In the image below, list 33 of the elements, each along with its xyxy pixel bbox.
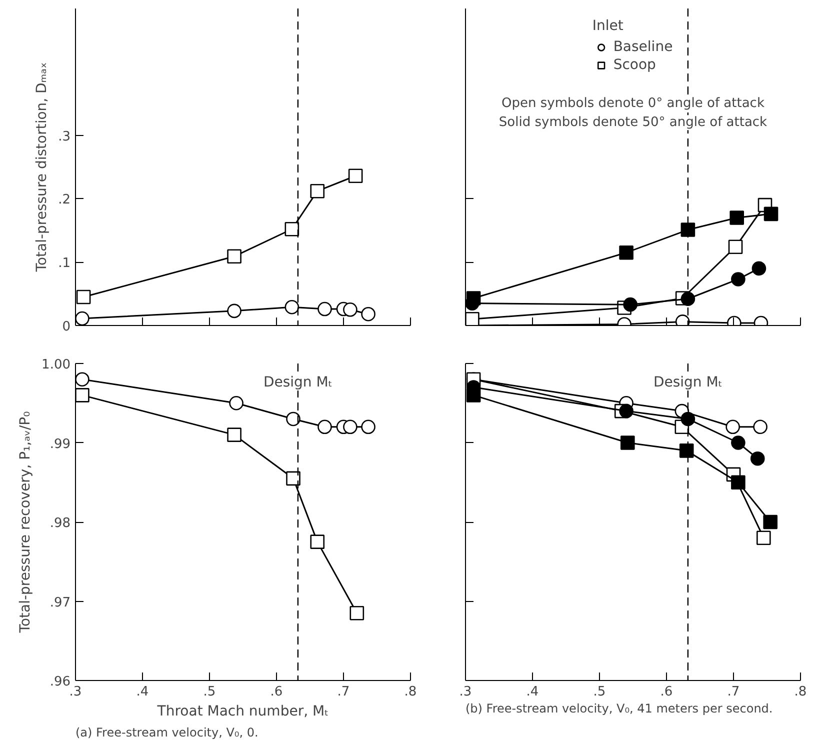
x-tick-label: .4 [526, 684, 539, 700]
y-tick-label: .2 [58, 192, 71, 208]
x-axis-title: Throat Mach number, Mₜ [156, 704, 329, 720]
y-axis-title: Total-pressure recovery, P₁,ₐᵥ/P₀ [18, 410, 34, 634]
x-tick-label: .8 [794, 684, 807, 700]
legend-label: Scoop [613, 57, 656, 73]
y-tick-label: .3 [58, 129, 71, 144]
x-tick-label: .6 [660, 684, 673, 700]
y-tick-label: .97 [50, 595, 71, 610]
x-tick-label: .3 [69, 684, 82, 700]
y-tick-label: .1 [58, 256, 71, 272]
y-tick-label: .96 [50, 674, 71, 690]
legend-title: Inlet [592, 18, 624, 34]
x-tick-label: .7 [727, 684, 740, 700]
text: (a) Free-stream velocity, V₀, 0. [76, 726, 258, 740]
y-axis-title: Total-pressure distortion, Dₘₐₓ [34, 62, 50, 273]
ref-line-label: Design Mₜ [263, 374, 332, 391]
y-tick-label: .98 [50, 516, 71, 531]
x-tick-label: .5 [203, 684, 216, 700]
x-tick-label: .4 [136, 684, 149, 700]
y-tick-label: 0 [62, 320, 71, 334]
ref-line-label: Design Mₜ [653, 374, 722, 391]
y-tick-label: .99 [50, 436, 71, 452]
annotation: Open symbols denote 0° angle of attack [502, 96, 765, 112]
annotation: Solid symbols denote 50° angle of attack [498, 115, 768, 130]
x-tick-label: .5 [593, 684, 606, 700]
x-tick-label: .3 [459, 684, 472, 700]
x-tick-label: .6 [270, 684, 283, 700]
x-tick-label: .7 [337, 684, 350, 700]
text: (b) Free-stream velocity, V₀, 41 meters per second. [466, 702, 773, 716]
x-tick-label: .8 [404, 684, 417, 700]
y-tick-label: 1.00 [42, 358, 71, 372]
legend-label: Baseline [613, 39, 673, 55]
